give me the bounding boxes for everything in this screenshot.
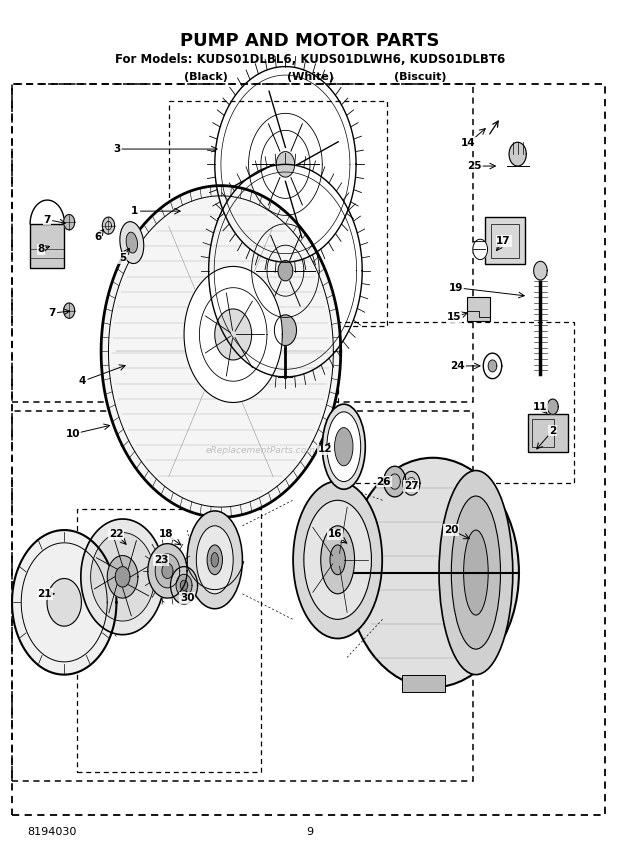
Ellipse shape — [330, 545, 345, 574]
Text: 1: 1 — [131, 206, 138, 216]
Polygon shape — [81, 519, 164, 634]
Bar — [169, 100, 387, 326]
Text: For Models: KUDS01DLBL6, KUDS01DLWH6, KUDS01DLBT6: For Models: KUDS01DLBL6, KUDS01DLWH6, KU… — [115, 53, 505, 66]
Polygon shape — [102, 217, 115, 234]
Polygon shape — [384, 467, 406, 496]
Text: 18: 18 — [158, 529, 173, 539]
Ellipse shape — [322, 404, 365, 490]
Text: 3: 3 — [113, 144, 120, 154]
Ellipse shape — [335, 428, 353, 466]
Text: 2: 2 — [549, 425, 556, 436]
Polygon shape — [509, 142, 526, 166]
Ellipse shape — [451, 496, 500, 649]
Bar — [12, 411, 473, 781]
Ellipse shape — [304, 500, 371, 620]
Polygon shape — [403, 472, 420, 495]
Text: 7: 7 — [43, 215, 51, 224]
Bar — [12, 84, 605, 815]
Text: 15: 15 — [447, 312, 462, 323]
Ellipse shape — [187, 511, 242, 609]
Ellipse shape — [126, 232, 138, 253]
Polygon shape — [276, 152, 294, 177]
Text: 21: 21 — [37, 589, 52, 599]
Bar — [338, 322, 574, 484]
Bar — [528, 413, 568, 452]
Text: 20: 20 — [444, 525, 459, 535]
Polygon shape — [170, 567, 198, 604]
Text: 12: 12 — [318, 444, 332, 455]
Polygon shape — [64, 303, 74, 318]
Polygon shape — [215, 309, 252, 360]
Bar — [12, 84, 473, 402]
Ellipse shape — [439, 471, 513, 675]
Bar — [485, 217, 525, 264]
Text: PUMP AND MOTOR PARTS: PUMP AND MOTOR PARTS — [180, 32, 440, 50]
Text: 6: 6 — [94, 232, 102, 241]
Text: 14: 14 — [461, 138, 476, 148]
Polygon shape — [184, 266, 282, 402]
Polygon shape — [107, 556, 138, 598]
Text: 4: 4 — [79, 377, 86, 386]
Text: eReplacementParts.com: eReplacementParts.com — [206, 447, 316, 455]
Polygon shape — [162, 563, 173, 579]
Text: 5: 5 — [119, 253, 126, 263]
Polygon shape — [109, 197, 333, 506]
Polygon shape — [12, 530, 117, 675]
Text: (Biscuit): (Biscuit) — [394, 72, 447, 82]
Ellipse shape — [321, 526, 355, 594]
Text: 26: 26 — [376, 477, 391, 486]
Text: 30: 30 — [180, 593, 194, 603]
Text: 8194030: 8194030 — [27, 827, 77, 837]
Polygon shape — [180, 580, 188, 591]
Text: 9: 9 — [306, 827, 314, 837]
Bar — [491, 224, 519, 258]
Ellipse shape — [293, 481, 382, 639]
Text: (White): (White) — [286, 72, 334, 82]
Text: 17: 17 — [496, 236, 511, 246]
Bar — [533, 419, 554, 447]
Polygon shape — [176, 574, 192, 597]
Text: (Black): (Black) — [184, 72, 228, 82]
Text: 10: 10 — [66, 429, 81, 439]
Text: 27: 27 — [404, 481, 418, 490]
Polygon shape — [473, 239, 487, 259]
Bar — [402, 675, 445, 692]
Polygon shape — [488, 360, 497, 372]
Polygon shape — [91, 532, 154, 621]
Polygon shape — [275, 315, 296, 346]
Text: 8: 8 — [37, 245, 45, 254]
Polygon shape — [47, 579, 81, 626]
Ellipse shape — [120, 222, 144, 264]
Ellipse shape — [207, 545, 223, 574]
Polygon shape — [534, 261, 547, 280]
Ellipse shape — [464, 530, 488, 615]
Ellipse shape — [327, 412, 361, 482]
Polygon shape — [148, 544, 187, 598]
Text: 16: 16 — [327, 529, 342, 539]
Polygon shape — [64, 215, 74, 230]
Text: 7: 7 — [48, 308, 56, 318]
Text: 22: 22 — [109, 529, 124, 539]
Text: 25: 25 — [467, 161, 482, 171]
Bar — [467, 297, 490, 321]
Ellipse shape — [211, 553, 218, 567]
Ellipse shape — [347, 458, 519, 687]
Text: 23: 23 — [154, 555, 169, 565]
Text: 24: 24 — [450, 361, 465, 371]
Text: 19: 19 — [449, 282, 463, 293]
Polygon shape — [115, 567, 130, 587]
Ellipse shape — [197, 526, 233, 594]
Bar — [30, 224, 64, 268]
Polygon shape — [101, 186, 341, 517]
Bar — [76, 508, 261, 772]
Polygon shape — [547, 399, 558, 414]
Polygon shape — [155, 554, 180, 588]
Text: 11: 11 — [533, 401, 547, 412]
Polygon shape — [278, 260, 293, 281]
